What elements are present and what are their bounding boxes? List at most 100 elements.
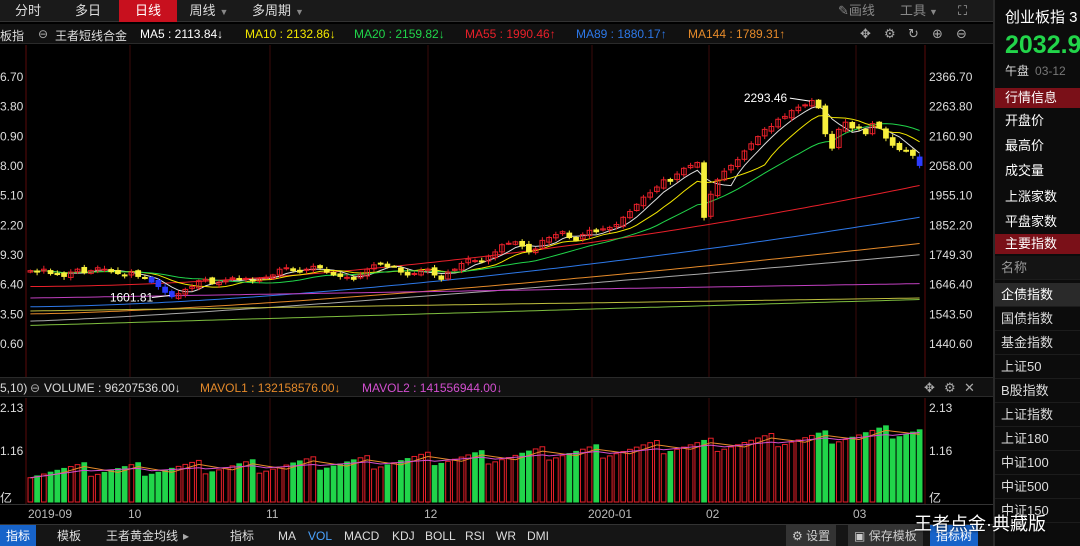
volume-bar xyxy=(606,455,613,503)
dropdown-icon[interactable]: ⊖ xyxy=(30,381,41,395)
save-template-button[interactable]: ▣ 保存模板 xyxy=(848,525,923,546)
tab-timeshare[interactable]: 分时 xyxy=(0,0,56,22)
tab-multiday[interactable]: 多日 xyxy=(60,0,116,22)
x-axis: 2019-09 10 11 12 2020-01 02 03 xyxy=(0,504,993,522)
candle-body xyxy=(876,121,883,129)
chevron-right-icon[interactable]: ▸ xyxy=(183,529,190,543)
volume-bar xyxy=(371,468,377,503)
volume-bar xyxy=(647,442,654,503)
candle-body xyxy=(168,291,175,298)
volume-bar xyxy=(755,437,761,503)
minus-icon[interactable]: ⊖ xyxy=(956,26,967,41)
price-axis-label: 2366.70 xyxy=(929,70,973,84)
candle-body xyxy=(189,286,195,289)
candle-body xyxy=(391,265,398,268)
volume-bar xyxy=(593,444,600,503)
ind-dmi-button[interactable]: DMI xyxy=(527,529,549,543)
market-info-header[interactable]: 行情信息 xyxy=(995,88,1080,108)
tools-menu-button[interactable]: 工具 ▼ xyxy=(900,0,938,22)
candle-body xyxy=(398,267,404,273)
candle-body xyxy=(896,143,903,151)
tab-daily[interactable]: 日线 xyxy=(119,0,177,22)
price-axis-label-left: 0.90 xyxy=(0,129,24,143)
list-item[interactable]: B股指数 xyxy=(995,379,1080,403)
ind-macd-button[interactable]: MACD xyxy=(344,529,380,543)
main-indexes-header[interactable]: 主要指数 xyxy=(995,234,1080,254)
candle-body xyxy=(485,255,492,262)
candle-body xyxy=(155,279,162,288)
indicator-button[interactable]: 指标 xyxy=(0,525,37,546)
ind-wr-button[interactable]: WR xyxy=(496,529,516,543)
move-icon[interactable]: ✥ xyxy=(924,380,935,395)
volume-bar xyxy=(674,448,680,503)
plus-icon[interactable]: ⊕ xyxy=(932,26,943,41)
volume-bar xyxy=(202,473,209,503)
indicator-label: 指标 xyxy=(230,529,255,543)
template-button[interactable]: 模板 xyxy=(57,529,82,543)
list-item[interactable]: 企债指数 xyxy=(995,283,1080,307)
candle-body xyxy=(121,274,128,277)
list-item[interactable]: 中证500 xyxy=(995,475,1080,499)
candle-body xyxy=(600,228,606,231)
candle-body xyxy=(808,100,815,107)
candle-body xyxy=(54,273,61,276)
volume-bar xyxy=(256,472,263,503)
list-item[interactable]: 国债指数 xyxy=(995,307,1080,331)
ind-rsi-button[interactable]: RSI xyxy=(465,529,486,543)
volume-bar xyxy=(472,452,478,503)
price-axis-label: 2058.00 xyxy=(929,159,973,173)
list-item[interactable]: 中证100 xyxy=(995,451,1080,475)
ind-boll-button[interactable]: BOLL xyxy=(425,529,456,543)
candle-body xyxy=(34,270,40,273)
candle-body xyxy=(593,229,600,233)
list-item[interactable]: 中证150 xyxy=(995,499,1080,523)
ind-ma-button[interactable]: MA xyxy=(278,529,296,543)
list-item[interactable]: 上证指数 xyxy=(995,403,1080,427)
price-axis-label: 1440.60 xyxy=(929,337,973,351)
candle-body xyxy=(371,264,377,270)
volume-bar xyxy=(552,457,559,503)
mavol2-line xyxy=(30,431,920,479)
refresh-icon[interactable]: ↻ xyxy=(908,26,919,41)
list-item[interactable]: 上证50 xyxy=(995,355,1080,379)
candle-body xyxy=(323,269,330,273)
candle-body xyxy=(344,276,350,279)
indicator-tree-button[interactable]: 指标树 xyxy=(930,525,979,546)
volume-bar xyxy=(499,459,505,503)
ind-kdj-button[interactable]: KDJ xyxy=(392,529,415,543)
list-item[interactable]: 上证180 xyxy=(995,427,1080,451)
ind-vol-button[interactable]: VOL xyxy=(308,529,333,543)
volume-bar xyxy=(182,463,189,503)
candle-body xyxy=(707,193,714,217)
list-item[interactable]: 基金指数 xyxy=(995,331,1080,355)
volume-chart[interactable]: 2.13 2.13 1.16 1.16 亿 亿 xyxy=(0,398,993,504)
volume-bar xyxy=(189,461,195,503)
x-axis-label: 03 xyxy=(853,507,867,521)
move-icon[interactable]: ✥ xyxy=(860,26,871,41)
volume-bar xyxy=(384,464,391,503)
candle-body xyxy=(94,267,101,271)
volume-bar xyxy=(88,475,94,503)
candle-body xyxy=(108,269,115,273)
settings-button[interactable]: ⚙ 设置 xyxy=(786,525,837,546)
volume-label: 成交量 xyxy=(1005,163,1045,178)
candle-body xyxy=(418,270,424,276)
volume-bar xyxy=(249,459,256,503)
gear-icon[interactable]: ⚙ xyxy=(944,380,956,395)
volume-bar xyxy=(546,459,552,503)
price-axis-label: 2160.90 xyxy=(929,129,973,143)
price-axis-label-left: 3.50 xyxy=(0,307,24,321)
fullscreen-icon[interactable]: ⛶ xyxy=(958,3,968,18)
indicator-name[interactable]: 王者短线合金 xyxy=(55,29,128,43)
tab-weekly[interactable]: 周线 ▼ xyxy=(180,0,238,22)
gear-icon[interactable]: ⚙ xyxy=(884,26,896,41)
close-icon[interactable]: ✕ xyxy=(964,380,975,395)
volume-bar xyxy=(701,439,707,503)
gold-ma-button[interactable]: 王者黄金均线 xyxy=(106,529,179,543)
dropdown-icon[interactable]: ⊖ xyxy=(38,27,49,41)
tab-multi-period[interactable]: 多周期 ▼ xyxy=(242,0,314,22)
ma-indicator-row: 板指 ⊖ 王者短线合金 MA5 : 2113.84↓ MA10 : 2132.8… xyxy=(0,24,993,44)
volume-axis-label: 2.13 xyxy=(929,401,953,415)
draw-line-button[interactable]: ✎画线 xyxy=(838,0,875,22)
price-chart[interactable]: 2366.70 6.70 2263.80 3.80 2160.90 0.90 2058.00… xyxy=(0,45,993,377)
